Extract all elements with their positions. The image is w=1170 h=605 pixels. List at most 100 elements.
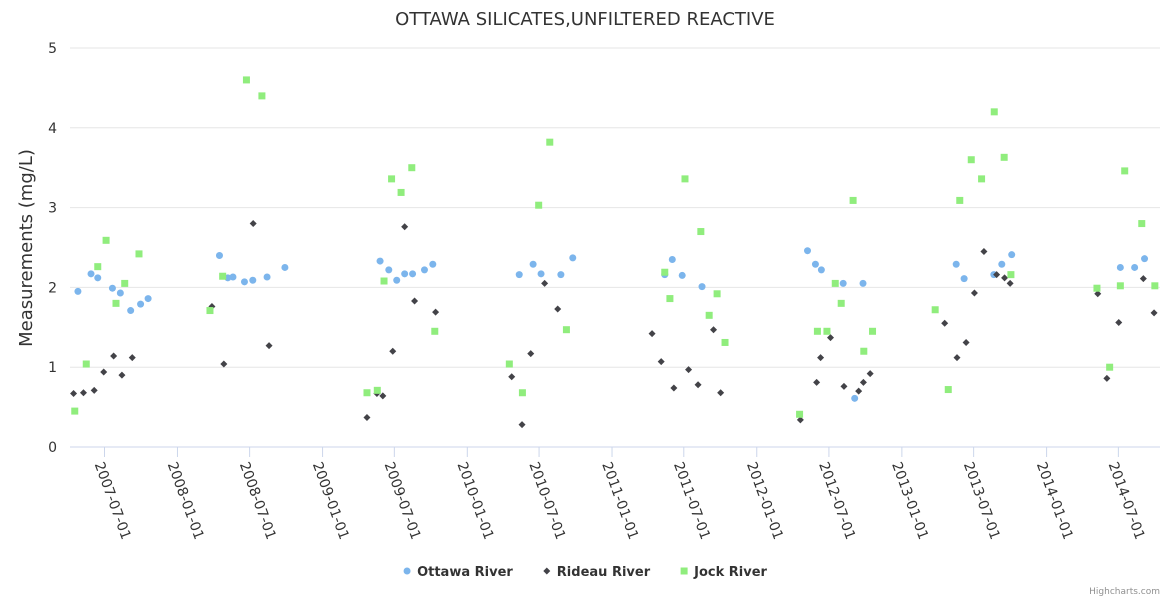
grid-lines (70, 47, 1160, 448)
ottawa-river-point (1008, 251, 1016, 259)
ottawa-river-point (952, 260, 960, 268)
rideau-river-point (401, 223, 409, 231)
jock-river-point (380, 277, 388, 285)
legend-label-ottawa-river: Ottawa River (417, 565, 513, 580)
ottawa-river-point (678, 271, 686, 279)
jock-river-point (849, 196, 857, 204)
jock-river-point (837, 299, 845, 307)
rideau-river-point (813, 378, 821, 386)
x-tick-label: 2011-01-01 (598, 460, 641, 542)
rideau-river-point (859, 378, 867, 386)
x-tick-label: 2010-01-01 (454, 460, 497, 542)
ottawa-river-point (851, 394, 859, 402)
jock-river-point (1106, 363, 1114, 371)
jock-river-point (505, 360, 513, 368)
x-axis: 2007-07-01 2008-01-01 2008-07-01 2009-01-01… (91, 447, 1148, 542)
jock-river-point (388, 175, 396, 183)
legend-item-jock-river[interactable]: Jock River (680, 565, 768, 580)
ottawa-river-point (144, 295, 152, 303)
jock-river-point (562, 326, 570, 334)
jock-river-point (112, 299, 120, 307)
ottawa-river-point (537, 270, 545, 278)
jock-river-point (397, 188, 405, 196)
rideau-river-point (962, 338, 970, 346)
legend: Ottawa River Rideau River Jock River (403, 565, 768, 580)
ottawa-river-point (515, 271, 523, 279)
y-tick-label: 1 (48, 360, 57, 376)
ottawa-river-point (94, 274, 102, 282)
x-tick-label: 2014-07-01 (1105, 460, 1148, 542)
rideau-river-point (265, 342, 273, 350)
legend-label-jock-river: Jock River (693, 565, 767, 580)
rideau-river-point (432, 308, 440, 316)
jock-river-point (666, 295, 674, 303)
rideau-river-point (363, 413, 371, 421)
ottawa-river-point (804, 247, 812, 255)
ottawa-river-point (811, 260, 819, 268)
legend-item-rideau-river[interactable]: Rideau River (543, 565, 651, 580)
x-tick-label: 2007-07-01 (91, 460, 134, 542)
credits-link[interactable]: Highcharts.com (1089, 587, 1160, 597)
y-axis-ticks: 0 1 2 3 4 5 (48, 41, 57, 456)
ottawa-river-point (859, 279, 867, 287)
jock-river-point (242, 76, 250, 84)
jock-river-point (373, 386, 381, 394)
legend-item-ottawa-river[interactable]: Ottawa River (403, 565, 514, 580)
rideau-river-point (379, 392, 387, 400)
jock-river-point (408, 164, 416, 172)
jock-river-point (721, 338, 729, 346)
ottawa-river-point (74, 287, 82, 295)
chart-title: OTTAWA SILICATES,UNFILTERED REACTIVE (395, 9, 775, 30)
jock-river-point (1007, 271, 1015, 279)
rideau-river-point (685, 366, 693, 374)
rideau-river-point (866, 370, 874, 378)
ottawa-river-point (409, 270, 417, 278)
rideau-river-point (220, 360, 228, 368)
jock-river-point (713, 290, 721, 298)
rideau-river-point (970, 289, 978, 297)
jock-river-point (135, 250, 143, 258)
jock-river-point (518, 389, 526, 397)
x-tick-label: 2009-01-01 (309, 460, 352, 542)
jock-river-point (1093, 284, 1101, 292)
jock-river-point (860, 347, 868, 355)
jock-river-point (813, 327, 821, 335)
ottawa-river-point (385, 266, 393, 274)
jock-river-point (94, 263, 102, 271)
rideau-river-point (1150, 309, 1158, 317)
jock-river-point (1000, 153, 1008, 161)
jock-river-point (71, 407, 79, 415)
ottawa-river-point (960, 275, 968, 283)
y-tick-label: 5 (48, 41, 57, 57)
legend-symbol-jock-river (680, 567, 688, 575)
ottawa-river-point (1116, 263, 1124, 271)
jock-river-point (978, 175, 986, 183)
rideau-river-point (554, 305, 562, 313)
x-tick-label: 2013-01-01 (888, 460, 931, 542)
rideau-river-point (717, 389, 725, 397)
rideau-river-point (110, 352, 118, 360)
rideau-river-point (518, 421, 526, 429)
rideau-river-point (249, 220, 257, 228)
jock-river-point (705, 311, 713, 319)
rideau-river-point (1115, 319, 1123, 327)
x-tick-label: 2012-07-01 (815, 460, 858, 542)
ottawa-river-point (249, 276, 257, 284)
jock-river-point (1121, 167, 1129, 175)
ottawa-river-point (698, 283, 706, 291)
ottawa-river-point (839, 279, 847, 287)
jock-river-point (796, 410, 804, 418)
rideau-river-point (1001, 274, 1009, 282)
jock-river-point (82, 360, 90, 368)
legend-label-rideau-river: Rideau River (557, 565, 651, 580)
jock-river-point (831, 279, 839, 287)
ottawa-river-point (108, 284, 116, 292)
rideau-river-point (670, 384, 678, 392)
rideau-river-point (993, 271, 1001, 279)
rideau-river-point (840, 382, 848, 390)
x-tick-label: 2009-07-01 (381, 460, 424, 542)
jock-river-point (431, 327, 439, 335)
jock-river-point (219, 272, 227, 280)
